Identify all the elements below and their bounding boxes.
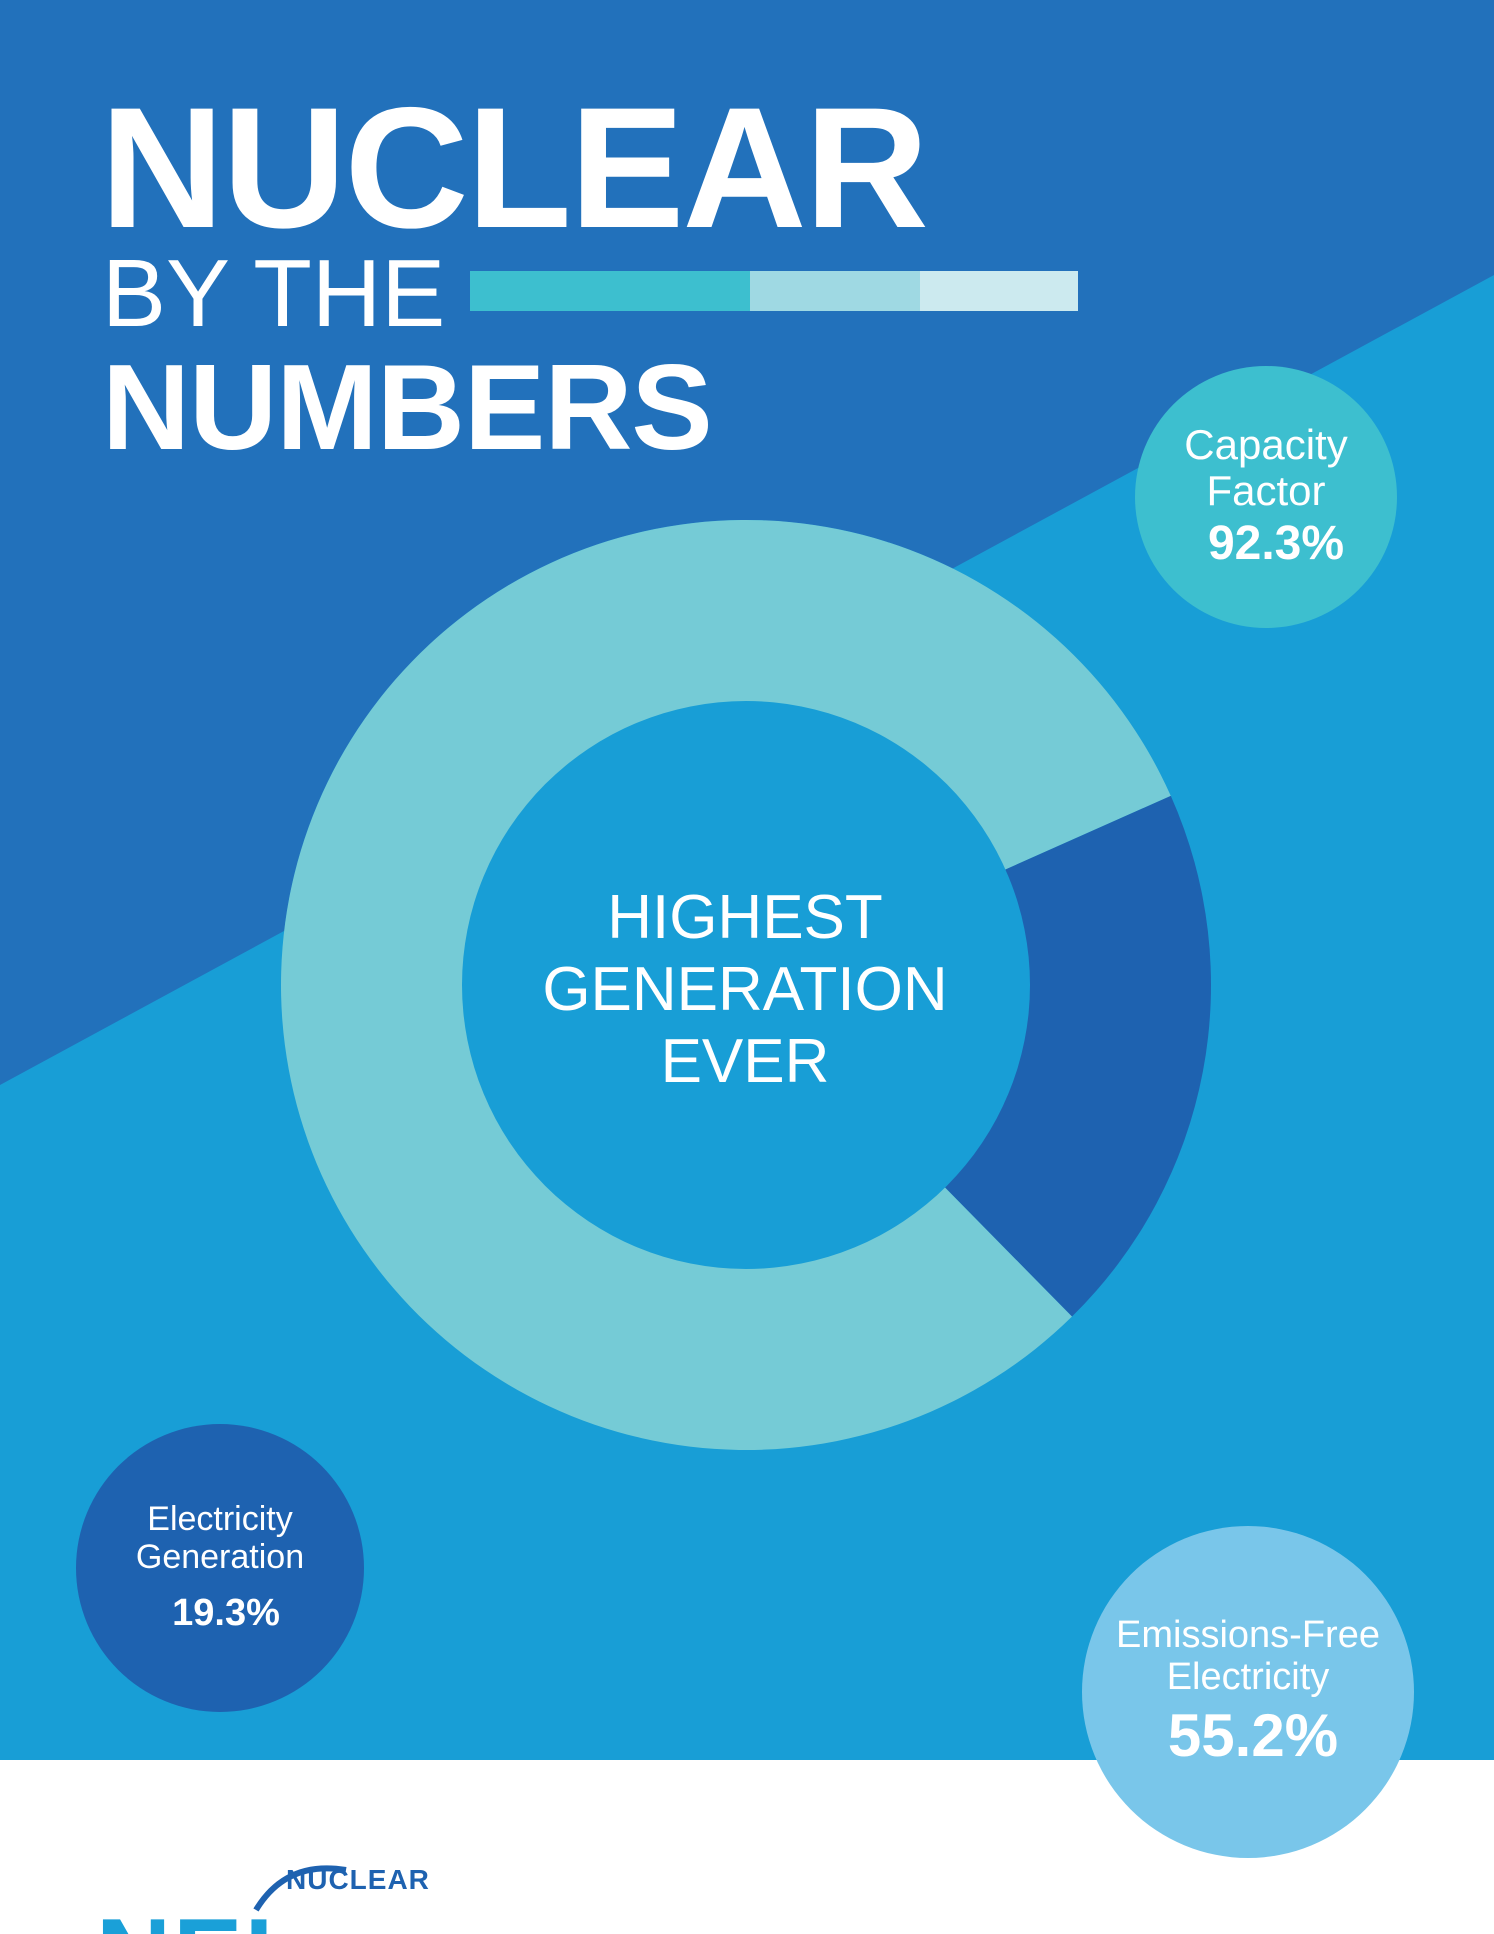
title-by-the: BY THE bbox=[102, 240, 446, 347]
nei-logo: NEI NUCLEAR bbox=[96, 1860, 456, 1934]
emissions-value: 55.2% bbox=[1167, 1702, 1339, 1769]
electricity-value: 19.3% bbox=[172, 1592, 280, 1634]
capacity-factor-badge: Capacity Factor 92.3% bbox=[1135, 366, 1397, 628]
logo-wordmark: NUCLEAR bbox=[286, 1864, 430, 1895]
donut-hole bbox=[462, 701, 1030, 1269]
title-bar-segment-3 bbox=[920, 271, 1078, 311]
donut-center-label: HIGHEST GENERATION EVER bbox=[480, 882, 1010, 1098]
electricity-label-2: Generation bbox=[135, 1538, 305, 1576]
emissions-free-badge: Emissions-Free Electricity 55.2% bbox=[1082, 1526, 1414, 1858]
capacity-label-2: Factor bbox=[1206, 467, 1326, 514]
capacity-label-1: Capacity bbox=[1184, 421, 1348, 468]
emissions-label-1: Emissions-Free bbox=[1116, 1614, 1380, 1656]
electricity-label-1: Electricity bbox=[147, 1500, 293, 1538]
logo-letters: NEI bbox=[96, 1904, 275, 1934]
title-bar-segment-1 bbox=[470, 271, 750, 311]
title-numbers: NUMBERS bbox=[102, 339, 713, 475]
title-bar-segment-2 bbox=[750, 271, 920, 311]
capacity-value: 92.3% bbox=[1207, 517, 1345, 570]
electricity-generation-badge: Electricity Generation 19.3% bbox=[76, 1424, 364, 1712]
emissions-label-2: Electricity bbox=[1166, 1656, 1330, 1698]
title-nuclear: NUCLEAR bbox=[100, 72, 929, 264]
center-line-1: HIGHEST bbox=[607, 883, 883, 952]
center-line-2: GENERATION bbox=[542, 955, 948, 1024]
center-line-3: EVER bbox=[660, 1027, 830, 1096]
logo-swoosh-icon bbox=[253, 1865, 347, 1912]
